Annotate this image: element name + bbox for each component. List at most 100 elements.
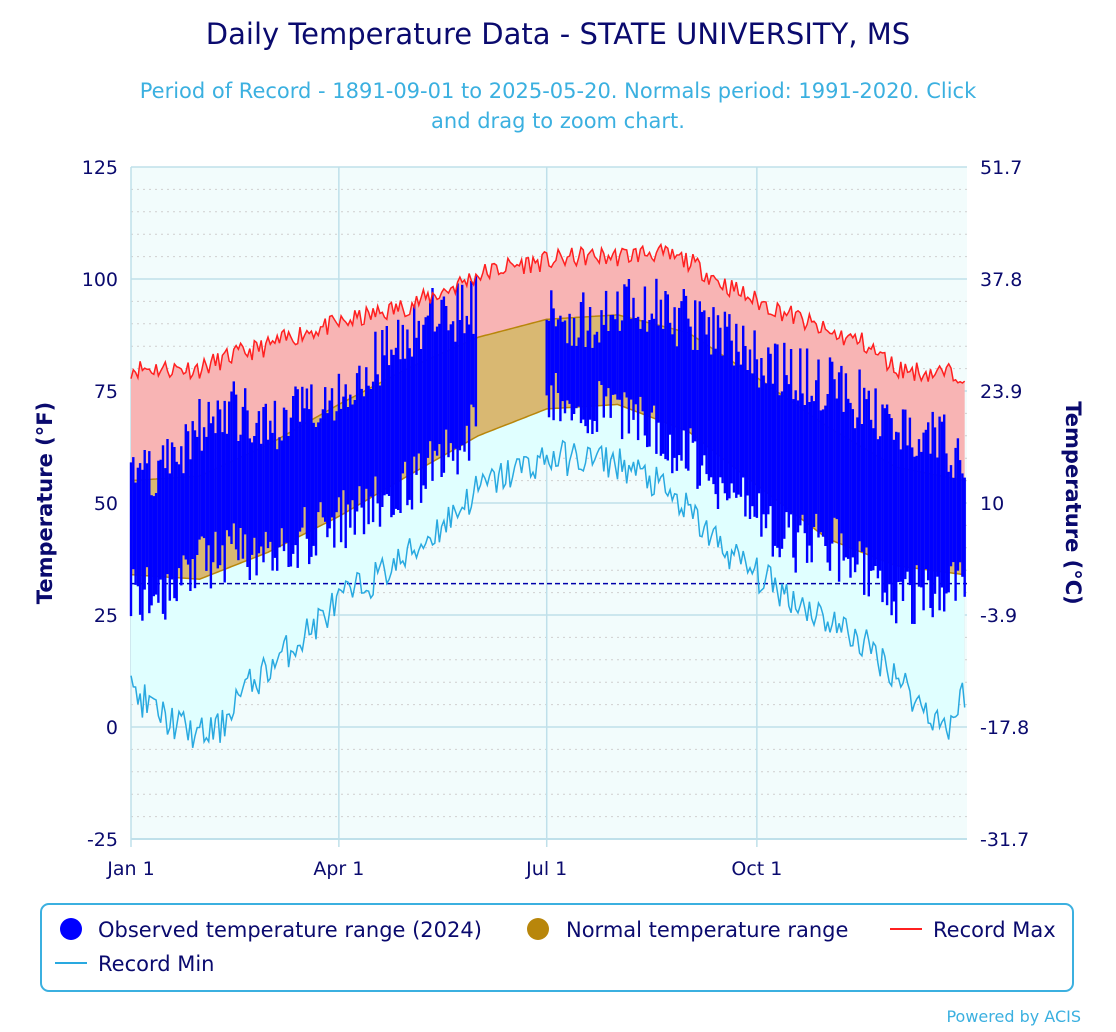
observed-bar[interactable] — [773, 343, 777, 546]
observed-bar[interactable] — [198, 399, 201, 540]
observed-bar[interactable] — [168, 473, 171, 601]
observed-bar[interactable] — [746, 370, 749, 496]
observed-bar[interactable] — [920, 451, 923, 588]
observed-bar[interactable] — [591, 347, 594, 434]
observed-bar[interactable] — [828, 357, 832, 571]
observed-bar[interactable] — [876, 439, 880, 579]
observed-bar[interactable] — [616, 291, 619, 400]
observed-bar[interactable] — [728, 314, 731, 499]
observed-bar[interactable] — [803, 405, 806, 534]
observed-bar[interactable] — [883, 408, 886, 593]
observed-bar[interactable] — [586, 330, 589, 434]
observed-bar[interactable] — [751, 373, 754, 507]
observed-bar[interactable] — [707, 317, 711, 481]
observed-bar[interactable] — [760, 358, 763, 537]
observed-bar[interactable] — [744, 346, 747, 517]
observed-bar[interactable] — [705, 334, 708, 475]
observed-bar[interactable] — [579, 302, 583, 424]
legend-item-record-max[interactable]: Record Max — [890, 918, 1056, 942]
observed-bar[interactable] — [737, 351, 740, 495]
observed-bar[interactable] — [682, 289, 685, 431]
observed-bar[interactable] — [714, 348, 717, 495]
observed-bar[interactable] — [262, 407, 265, 563]
observed-bar[interactable] — [794, 390, 797, 573]
observed-bar[interactable] — [440, 299, 443, 477]
observed-bar[interactable] — [289, 417, 293, 567]
observed-bar[interactable] — [145, 463, 149, 568]
observed-bar[interactable] — [858, 369, 861, 542]
observed-bar[interactable] — [397, 319, 400, 510]
observed-bar[interactable] — [376, 374, 379, 504]
observed-bar[interactable] — [911, 447, 914, 624]
observed-bar[interactable] — [319, 418, 322, 503]
observed-bar[interactable] — [844, 373, 848, 558]
observed-bar[interactable] — [623, 284, 626, 393]
observed-bar[interactable] — [716, 315, 720, 509]
observed-bar[interactable] — [381, 330, 384, 507]
observed-bar[interactable] — [390, 349, 393, 518]
observed-bar[interactable] — [607, 331, 610, 389]
observed-bar[interactable] — [863, 387, 866, 595]
observed-bar[interactable] — [879, 436, 882, 571]
observed-bar[interactable] — [700, 311, 704, 466]
observed-bar[interactable] — [917, 439, 921, 587]
observed-bar[interactable] — [157, 460, 160, 603]
observed-bar[interactable] — [442, 296, 446, 473]
observed-bar[interactable] — [216, 400, 219, 569]
observed-bar[interactable] — [931, 411, 934, 618]
observed-bar[interactable] — [394, 347, 398, 509]
legend[interactable]: Observed temperature range (2024) Normal… — [40, 903, 1074, 992]
observed-bar[interactable] — [630, 318, 633, 400]
observed-bar[interactable] — [796, 400, 800, 533]
observed-bar[interactable] — [148, 451, 151, 614]
observed-bar[interactable] — [787, 384, 790, 528]
observed-bar[interactable] — [897, 432, 900, 582]
observed-bar[interactable] — [849, 402, 852, 578]
observed-bar[interactable] — [367, 385, 370, 525]
observed-bar[interactable] — [547, 320, 551, 418]
observed-bar[interactable] — [472, 333, 475, 408]
observed-bar[interactable] — [906, 445, 909, 572]
observed-bar[interactable] — [892, 439, 896, 602]
observed-bar[interactable] — [712, 307, 715, 485]
observed-bar[interactable] — [342, 396, 345, 491]
observed-bar[interactable] — [958, 460, 962, 563]
observed-bar[interactable] — [961, 473, 964, 577]
observed-bar[interactable] — [449, 324, 452, 444]
observed-bar[interactable] — [936, 457, 939, 577]
observed-bar[interactable] — [657, 325, 660, 423]
observed-bar[interactable] — [872, 428, 875, 571]
observed-bar[interactable] — [431, 288, 434, 481]
observed-bar[interactable] — [824, 405, 827, 546]
legend-item-normal[interactable]: Normal temperature range — [527, 918, 848, 942]
observed-bar[interactable] — [239, 434, 242, 528]
observed-bar[interactable] — [785, 375, 788, 513]
observed-bar[interactable] — [908, 417, 912, 586]
observed-bar[interactable] — [312, 422, 315, 546]
observed-bar[interactable] — [600, 310, 603, 385]
observed-bar[interactable] — [566, 343, 569, 401]
observed-bar[interactable] — [819, 410, 822, 533]
observed-bar[interactable] — [287, 436, 290, 567]
observed-bar[interactable] — [945, 453, 948, 594]
observed-bar[interactable] — [837, 372, 841, 582]
observed-bar[interactable] — [595, 331, 599, 432]
observed-bar[interactable] — [949, 465, 953, 567]
observed-bar[interactable] — [598, 342, 601, 382]
observed-bar[interactable] — [835, 398, 838, 520]
observed-bar[interactable] — [853, 428, 857, 573]
observed-bar[interactable] — [170, 442, 174, 580]
plot-area[interactable] — [129, 166, 967, 840]
observed-bar[interactable] — [433, 331, 436, 451]
observed-bar[interactable] — [463, 333, 466, 452]
observed-bar[interactable] — [429, 302, 432, 442]
record-min-line[interactable] — [130, 439, 966, 748]
observed-bar[interactable] — [867, 390, 870, 597]
observed-bar[interactable] — [276, 449, 279, 571]
observed-bar[interactable] — [177, 464, 181, 569]
observed-bar[interactable] — [895, 431, 898, 624]
observed-bar[interactable] — [940, 421, 944, 588]
observed-bar[interactable] — [401, 324, 404, 474]
observed-bar[interactable] — [166, 439, 169, 575]
